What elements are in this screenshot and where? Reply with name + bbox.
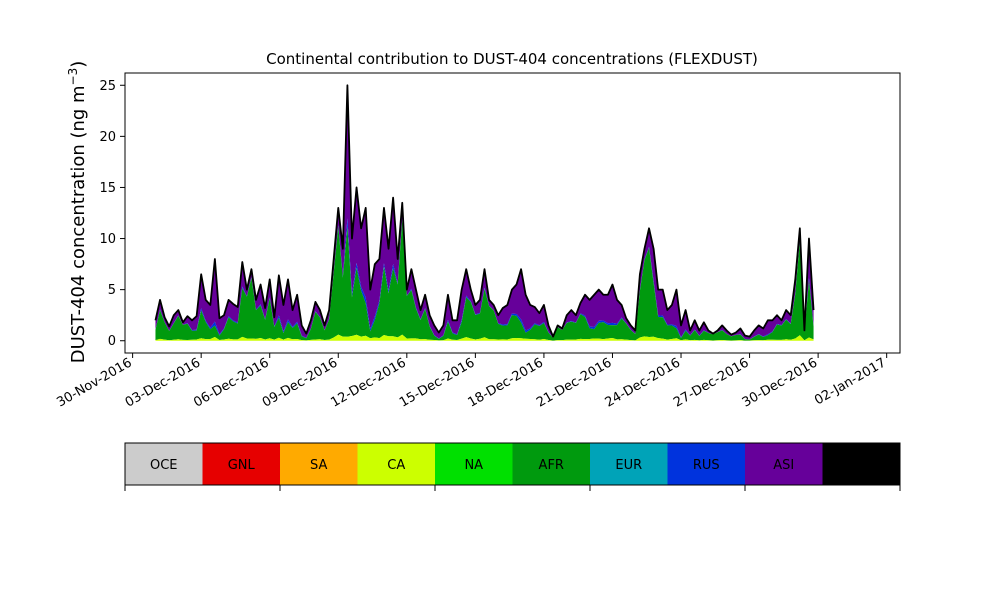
- x-tick-label: 12-Dec-2016: [328, 355, 408, 410]
- x-tick-label: 30-Nov-2016: [54, 355, 134, 410]
- colorbar-label: SA: [310, 458, 327, 473]
- colorbar-label: GNL: [228, 458, 256, 473]
- chart-title: Continental contribution to DUST-404 con…: [266, 50, 758, 68]
- colorbar-label: NA: [464, 458, 483, 473]
- colorbar-swatch: [280, 443, 358, 485]
- colorbar-swatch: [590, 443, 668, 485]
- colorbar-swatch: [435, 443, 513, 485]
- x-tick-label: 02-Jan-2017: [812, 355, 889, 408]
- colorbar-label: AUS: [848, 458, 875, 473]
- colorbar-swatch: [357, 443, 436, 485]
- colorbar-label: ASI: [773, 458, 794, 473]
- colorbar-swatch: [512, 443, 591, 485]
- colorbar-swatch: [745, 443, 823, 485]
- x-tick-label: 30-Dec-2016: [740, 355, 820, 410]
- colorbar-label: EUR: [615, 458, 642, 473]
- x-tick-label: 24-Dec-2016: [603, 355, 683, 410]
- region-colorbar: OCE GNL SA CA NA AFR EUR RUS ASI AUS: [124, 442, 901, 491]
- x-axis: 30-Nov-201603-Dec-201606-Dec-201609-Dec-…: [54, 353, 889, 411]
- y-axis: 0 5 10 15 20 25: [99, 79, 125, 349]
- x-tick-label: 21-Dec-2016: [534, 355, 614, 410]
- y-axis-label: DUST-404 concentration (ng m−3): [66, 61, 89, 364]
- x-tick-label: 09-Dec-2016: [260, 355, 340, 410]
- stacked-area-series: [155, 85, 814, 341]
- x-tick-label: 15-Dec-2016: [397, 355, 477, 410]
- x-tick-label: 06-Dec-2016: [191, 355, 271, 410]
- colorbar-label: RUS: [693, 458, 720, 473]
- y-axis-label-main: DUST-404 concentration (ng m: [68, 85, 89, 363]
- africa-layer: [155, 219, 814, 341]
- central-asia-layer: [155, 334, 814, 341]
- colorbar-label: AFR: [539, 458, 564, 473]
- y-tick-label: 10: [99, 232, 116, 247]
- colorbar-frame: [124, 442, 901, 486]
- y-tick-label: 15: [99, 181, 116, 196]
- colorbar-label: OCE: [150, 458, 178, 473]
- x-tick-label: 18-Dec-2016: [466, 355, 546, 410]
- colorbar-label: CA: [387, 458, 405, 473]
- y-tick-label: 0: [108, 334, 116, 349]
- plot-frame: [124, 72, 901, 354]
- colorbar-swatch: [822, 443, 901, 485]
- y-tick-label: 5: [108, 283, 116, 298]
- colorbar-swatch: [202, 443, 281, 485]
- x-tick-label: 03-Dec-2016: [123, 355, 203, 410]
- y-axis-label-exponent: −3: [66, 68, 80, 86]
- y-axis-label-close: ): [68, 61, 89, 68]
- y-tick-label: 20: [99, 130, 116, 145]
- colorbar-swatch: [125, 443, 203, 485]
- y-tick-label: 25: [99, 79, 116, 94]
- total-concentration-line: [154, 84, 815, 338]
- x-tick-label: 27-Dec-2016: [671, 355, 751, 410]
- colorbar-swatch: [667, 443, 746, 485]
